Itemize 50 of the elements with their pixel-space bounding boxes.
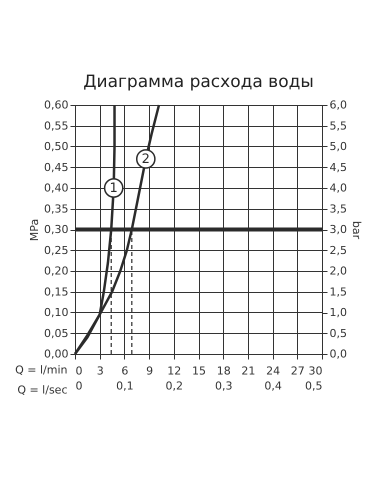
x-tick-label: 15 <box>192 364 206 378</box>
x2-tick-label: 0,1 <box>116 380 134 392</box>
x-tick-label: 27 <box>290 364 305 378</box>
x-tick-label: 3 <box>96 364 104 378</box>
y2-axis-title: bar <box>350 220 363 240</box>
y-tick-label: 0,10 <box>44 306 68 319</box>
y2-tick-label: 6,0 <box>330 98 347 112</box>
y-tick-label: 0,55 <box>44 119 68 132</box>
x2-tick-label: 0,5 <box>305 380 322 392</box>
x-tick-label: 21 <box>241 364 256 378</box>
y2-tick-label: 5,0 <box>330 140 347 153</box>
x2-tick-label: 0,3 <box>214 380 232 392</box>
x2-tick-label: 0 <box>76 380 82 392</box>
chart-title: Диаграмма расхода воды <box>83 72 314 92</box>
x-axis-title: Q = l/min <box>15 364 68 376</box>
y-tick-label: 0,20 <box>44 264 68 278</box>
y2-tick-label: 0,0 <box>330 348 347 360</box>
y2-tick-label: 1,5 <box>330 285 347 298</box>
y2-tick-label: 3,0 <box>330 223 347 236</box>
y-tick-label: 0,45 <box>44 160 68 174</box>
y2-tick-label: 2,0 <box>330 264 347 278</box>
x-tick-label: 18 <box>216 364 231 378</box>
x-tick-label: 6 <box>121 364 128 378</box>
y-tick-label: 0,35 <box>44 202 68 216</box>
x-tick-label: 9 <box>146 364 154 378</box>
x-tick-label: 0 <box>76 364 82 378</box>
x2-tick-label: 0,4 <box>264 380 282 392</box>
y2-tick-label: 4,5 <box>330 160 347 174</box>
y-axis-title: MPa <box>28 218 42 242</box>
y-tick-label: 0,30 <box>44 223 68 236</box>
series-label: 1 <box>110 181 118 196</box>
x2-axis-title: Q = l/sec <box>17 384 68 396</box>
y-tick-label: 0,25 <box>44 244 68 257</box>
y-tick-label: 0,00 <box>44 348 68 360</box>
y-tick-label: 0,15 <box>44 285 68 298</box>
y2-tick-label: 1,0 <box>330 306 347 319</box>
y2-tick-label: 4,0 <box>330 182 347 194</box>
y-tick-label: 0,40 <box>44 182 68 194</box>
y-tick-label: 0,50 <box>44 140 68 153</box>
y-tick-label: 0,05 <box>44 326 68 340</box>
y2-tick-label: 3,5 <box>330 202 347 216</box>
y2-tick-label: 2,5 <box>330 244 347 257</box>
x2-tick-label: 0,2 <box>166 380 184 392</box>
x-tick-label: 30 <box>308 364 322 378</box>
series-label: 2 <box>142 152 150 167</box>
y2-tick-label: 5,5 <box>330 119 347 132</box>
x-tick-label: 12 <box>167 364 182 378</box>
x-tick-label: 24 <box>266 364 280 378</box>
y2-tick-label: 0,5 <box>330 326 347 340</box>
y-tick-label: 0,60 <box>44 98 68 112</box>
